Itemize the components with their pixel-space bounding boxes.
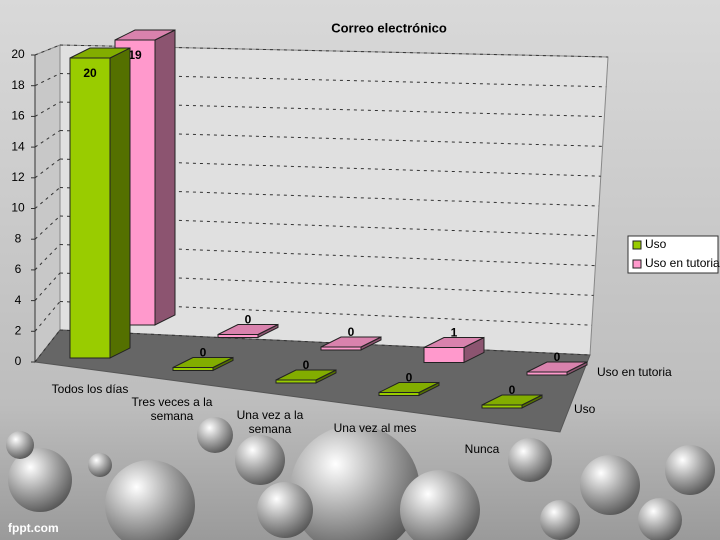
bar [217, 334, 259, 338]
grid-line [34, 158, 61, 179]
x-tick-label: Tres veces a la semana [131, 395, 213, 423]
legend-swatch [632, 259, 642, 269]
bar [69, 57, 111, 359]
data-label: 0 [509, 383, 516, 397]
bar [378, 392, 420, 396]
grid-line [34, 44, 61, 56]
x-tick-label: Una vez al mes [333, 421, 417, 435]
y-tick-label: 4 [15, 293, 22, 307]
decoration [6, 417, 715, 540]
data-label: 0 [406, 371, 413, 385]
y-tick-label: 8 [15, 231, 22, 245]
bar [320, 346, 362, 351]
grid-line [34, 244, 61, 271]
y-tick-label: 20 [11, 47, 25, 61]
x-tick-label: Una vez a la semana [236, 408, 304, 436]
data-label: 1 [451, 326, 458, 340]
bar-side [109, 47, 131, 359]
y-tick-label: 14 [11, 139, 25, 153]
y-tick-label: 0 [15, 354, 22, 368]
bar [275, 379, 317, 384]
grid-line [59, 244, 596, 267]
grid-line [34, 130, 61, 148]
depth-label: Uso [574, 402, 596, 416]
grid-line [59, 158, 601, 177]
y-tick-label: 16 [11, 109, 25, 123]
legend-label: Uso en tutoria [645, 256, 720, 270]
y-tick-label: 18 [11, 78, 25, 92]
data-label: 19 [128, 48, 142, 62]
y-tick-label: 10 [11, 201, 25, 215]
grid-line [59, 215, 598, 237]
data-label: 0 [303, 358, 310, 372]
bar [481, 404, 523, 409]
grid-line [34, 101, 61, 117]
data-label: 0 [245, 313, 252, 327]
y-tick-label: 6 [15, 262, 22, 276]
grid-line [59, 272, 594, 296]
side-wall [34, 44, 61, 364]
legend [627, 235, 719, 274]
bar-side [154, 29, 176, 326]
grid-line [34, 215, 61, 240]
legend-swatch [632, 240, 642, 250]
depth-label: Uso en tutoria [597, 365, 672, 379]
chart-title: Correo electrónico [331, 20, 447, 35]
data-label: 20 [83, 66, 97, 80]
grid-line [34, 73, 61, 87]
y-tick-label: 2 [15, 323, 22, 337]
data-label: 0 [200, 346, 207, 360]
x-tick-label: Todos los días [51, 382, 129, 396]
data-label: 0 [348, 325, 355, 339]
grid-line [59, 301, 592, 326]
x-tick-label: Nunca [464, 442, 500, 456]
grid-line [59, 329, 591, 356]
grid-line [34, 187, 61, 209]
grid-line [59, 187, 600, 207]
bar [172, 367, 214, 371]
data-label: 0 [554, 350, 561, 364]
bar [423, 347, 465, 363]
bar [526, 371, 568, 376]
legend-label: Uso [645, 237, 667, 251]
watermark: fppt.com [8, 521, 59, 535]
y-tick-label: 12 [11, 170, 25, 184]
